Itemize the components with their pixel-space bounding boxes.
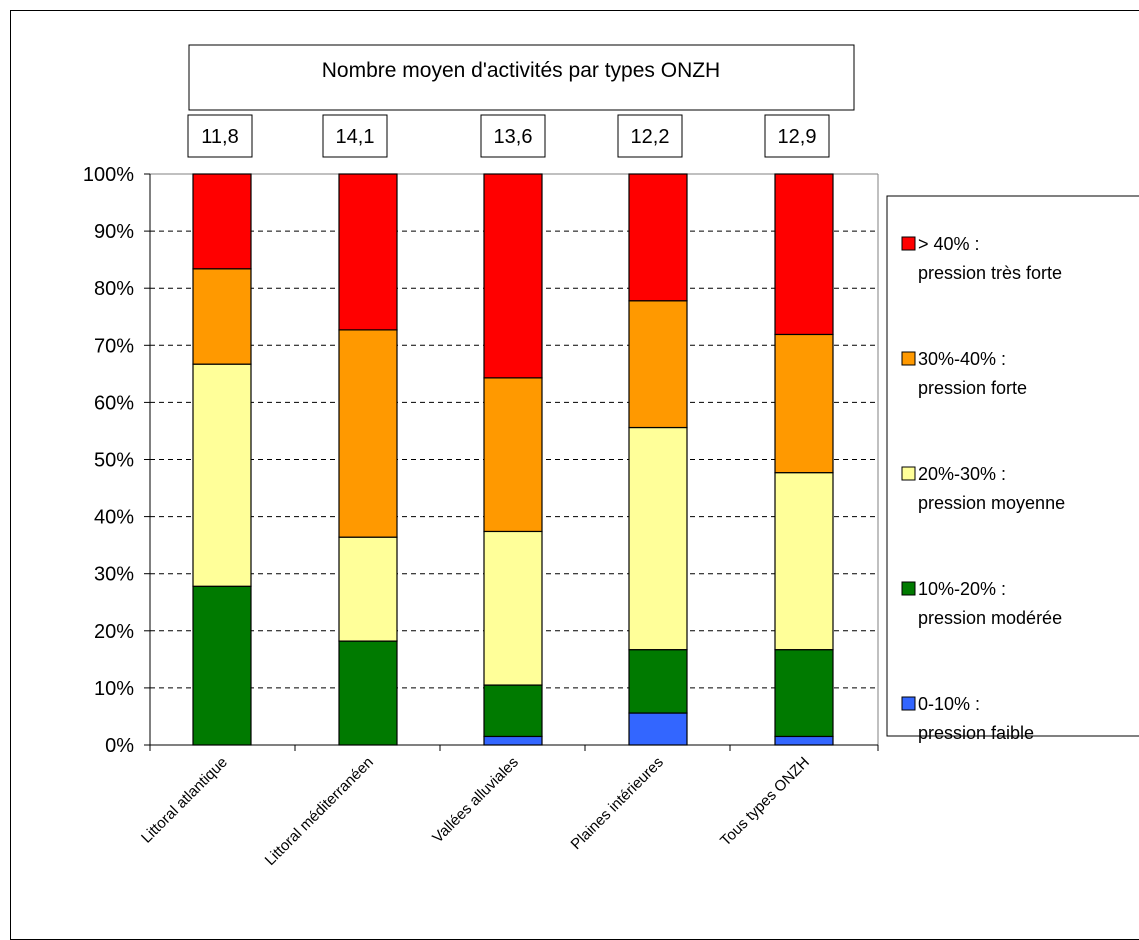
bar-segment xyxy=(774,333,834,474)
category-value-box xyxy=(187,114,253,158)
bar-segment xyxy=(192,173,252,270)
x-category-label: Littoral méditerranéen xyxy=(262,754,377,869)
legend-label-line2: pression forte xyxy=(918,378,1027,398)
legend-label-line2: pression faible xyxy=(918,723,1034,743)
legend-label-line1: 30%-40% : xyxy=(918,349,1006,369)
legend-label-line1: 0-10% : xyxy=(918,694,980,714)
bar-segment xyxy=(774,472,834,651)
bar-segment xyxy=(483,530,543,686)
title-layer: Nombre moyen d'activités par types ONZH xyxy=(188,44,855,111)
y-tick-label: 30% xyxy=(94,564,134,586)
y-tick-label: 100% xyxy=(83,164,134,186)
bar-segment xyxy=(774,735,834,746)
category-value-label: 13,6 xyxy=(494,126,533,148)
category-value-label: 12,9 xyxy=(778,126,817,148)
chart-title: Nombre moyen d'activités par types ONZH xyxy=(322,59,720,82)
legend-swatch xyxy=(901,696,916,711)
category-value-box xyxy=(617,114,683,158)
bar-segment xyxy=(483,684,543,738)
bar-segment xyxy=(483,735,543,746)
legend-label-line2: pression moyenne xyxy=(918,493,1065,513)
y-tick-label: 60% xyxy=(94,392,134,414)
bar-segment xyxy=(192,363,252,587)
bar-segment xyxy=(628,426,688,651)
legend-swatch xyxy=(901,581,916,596)
bar-segment xyxy=(628,649,688,714)
legend-label-line1: 10%-20% : xyxy=(918,579,1006,599)
bar-segment xyxy=(483,173,543,379)
y-tick-label: 50% xyxy=(94,450,134,472)
legend-swatch xyxy=(901,236,916,251)
y-tick-label: 40% xyxy=(94,507,134,529)
valuebox-layer: 11,8 14,1 13,6 12,2 12,9 xyxy=(187,114,830,158)
x-category-label: Vallées alluviales xyxy=(429,754,522,847)
bar-segment xyxy=(628,712,688,746)
bars-layer xyxy=(192,173,834,746)
category-value-box xyxy=(764,114,830,158)
category-value-label: 11,8 xyxy=(201,126,238,148)
legend-swatch xyxy=(901,351,916,366)
bar-segment xyxy=(338,640,398,746)
y-tick-label: 10% xyxy=(94,678,134,700)
x-category-label: Tous types ONZH xyxy=(717,754,813,850)
category-value-label: 12,2 xyxy=(631,126,670,148)
y-tick-label: 90% xyxy=(94,221,134,243)
legend-label-line2: pression modérée xyxy=(918,608,1062,628)
bar-segment xyxy=(628,300,688,429)
legend-label-line1: 20%-30% : xyxy=(918,464,1006,484)
category-value-box xyxy=(480,114,546,158)
bar-segment xyxy=(192,585,252,746)
bar-segment xyxy=(192,268,252,365)
bar-segment xyxy=(774,173,834,336)
bar-segment xyxy=(483,377,543,533)
y-tick-label: 80% xyxy=(94,278,134,300)
bar-segment xyxy=(338,329,398,538)
category-value-label: 14,1 xyxy=(336,126,375,148)
bar-segment xyxy=(628,173,688,302)
y-tick-label: 70% xyxy=(94,335,134,357)
x-category-label: Plaines intérieures xyxy=(568,754,667,853)
legend-label-line1: > 40% : xyxy=(918,234,980,254)
bar-segment xyxy=(774,649,834,738)
x-category-label: Littoral atlantique xyxy=(138,754,231,847)
legend-swatch xyxy=(901,466,916,481)
legend-label-line2: pression très forte xyxy=(918,263,1062,283)
y-tick-label: 0% xyxy=(105,735,134,757)
legend-box xyxy=(886,195,1139,737)
category-value-box xyxy=(322,114,388,158)
bar-segment xyxy=(338,536,398,642)
y-tick-label: 20% xyxy=(94,621,134,643)
bar-segment xyxy=(338,173,398,331)
title-box xyxy=(188,44,855,111)
legend-layer: > 40% : pression très forte 30%-40% : press… xyxy=(886,195,1139,743)
